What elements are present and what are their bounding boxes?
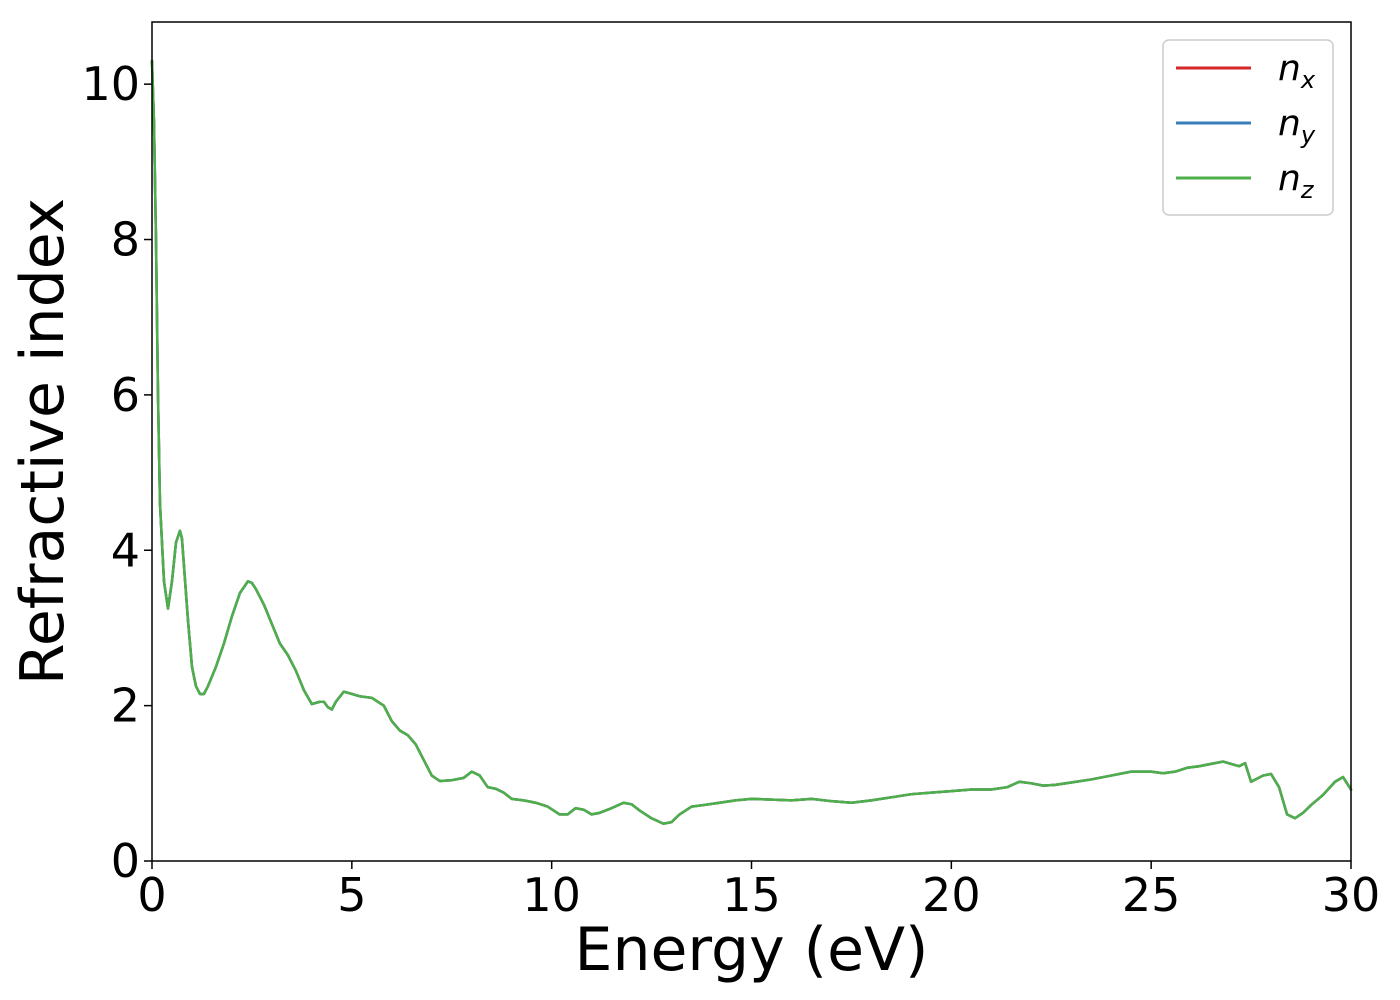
x-tick-label: 20 bbox=[922, 868, 981, 922]
y-tick-label: 10 bbox=[81, 57, 140, 111]
legend-label-ny: ny bbox=[1278, 103, 1316, 149]
legend-label-nx: nx bbox=[1278, 48, 1316, 94]
y-tick-label: 2 bbox=[111, 679, 140, 733]
y-tick-label: 0 bbox=[111, 834, 140, 888]
x-tick-label: 0 bbox=[137, 868, 166, 922]
x-tick-label: 25 bbox=[1122, 868, 1181, 922]
x-tick-label: 15 bbox=[722, 868, 781, 922]
y-tick-label: 4 bbox=[111, 523, 140, 577]
y-tick-label: 6 bbox=[111, 368, 140, 422]
legend: nx ny nz bbox=[1162, 39, 1334, 216]
x-tick-label: 30 bbox=[1322, 868, 1381, 922]
series-line-nz bbox=[150, 59, 1353, 825]
legend-frame bbox=[1162, 39, 1334, 216]
y-tick-label: 8 bbox=[111, 213, 140, 267]
legend-label-nz: nz bbox=[1278, 158, 1315, 204]
x-axis-label: Energy (eV) bbox=[575, 915, 929, 985]
ticks-layer: 0 5 10 15 20 25 30 0 2 4 6 8 10 bbox=[81, 57, 1380, 922]
y-axis-label: Refractive index bbox=[8, 198, 78, 685]
series-layer bbox=[150, 59, 1353, 825]
x-tick-label: 5 bbox=[337, 868, 366, 922]
plot-area-frame bbox=[151, 21, 1352, 862]
x-tick-label: 10 bbox=[522, 868, 581, 922]
